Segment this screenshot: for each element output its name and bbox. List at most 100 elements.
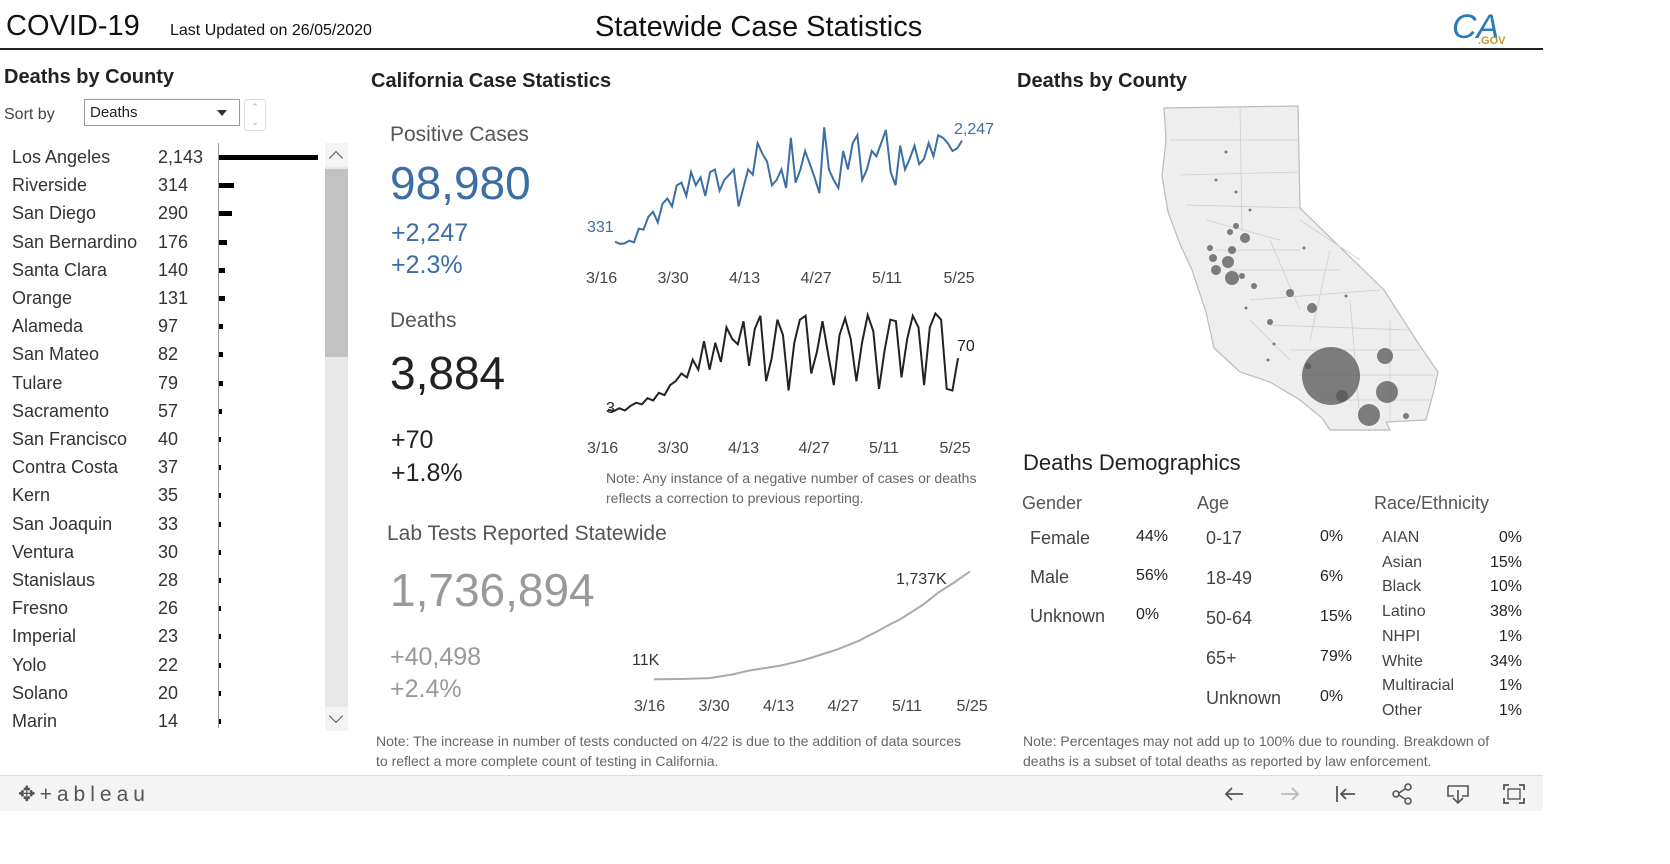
scrollbar-thumb[interactable]: [325, 169, 348, 357]
county-row[interactable]: Santa Clara 140: [0, 256, 325, 284]
county-row[interactable]: Tulare 79: [0, 369, 325, 397]
county-row[interactable]: San Diego 290: [0, 199, 325, 227]
stepper-down-icon[interactable]: ⌄: [251, 117, 259, 127]
bubble-yolo: [1227, 229, 1233, 235]
county-row[interactable]: Stanislaus 28: [0, 566, 325, 594]
county-death-count: 26: [158, 598, 179, 619]
gender-heading: Gender: [1022, 493, 1083, 513]
svg-text:.GOV: .GOV: [1478, 35, 1506, 46]
scroll-down-button[interactable]: [325, 707, 348, 731]
county-bar-axis: [218, 143, 219, 728]
x-axis-tick-label: 3/30: [658, 440, 689, 457]
bubble-contra-costa: [1228, 246, 1236, 254]
county-death-bar: [219, 437, 221, 442]
fullscreen-icon[interactable]: [1501, 782, 1527, 806]
positive-cases-line: [614, 127, 963, 245]
age-row-label: 0-17: [1206, 528, 1243, 548]
county-name: Tulare: [12, 372, 63, 393]
download-icon[interactable]: [1445, 782, 1471, 806]
county-death-bar: [219, 352, 223, 358]
county-row[interactable]: Orange 131: [0, 284, 325, 312]
county-row[interactable]: Alameda 97: [0, 312, 325, 340]
county-row[interactable]: Contra Costa 37: [0, 453, 325, 481]
tableau-logo[interactable]: ✥ +ableau: [18, 782, 150, 807]
county-death-count: 14: [158, 711, 179, 731]
x-axis-tick-label: 5/25: [957, 698, 988, 715]
page-title: Statewide Case Statistics: [595, 11, 923, 43]
race-row-label: Multiracial: [1382, 677, 1455, 695]
county-row[interactable]: San Mateo 82: [0, 340, 325, 368]
bubble-solano: [1233, 223, 1239, 229]
tableau-wordmark: +ableau: [39, 783, 150, 806]
county-row[interactable]: San Francisco 40: [0, 425, 325, 453]
county-borders: [1170, 105, 1435, 422]
x-axis-tick-label: 3/30: [658, 270, 689, 287]
county-death-count: 30: [158, 541, 179, 562]
x-axis-tick-label: 5/11: [872, 270, 902, 287]
county-name: Imperial: [12, 626, 77, 647]
race-row-label: Black: [1382, 578, 1422, 596]
county-death-bar: [219, 408, 222, 414]
demographics-note: Note: Percentages may not add up to 100%…: [1023, 733, 1490, 769]
race-row-label: White: [1382, 652, 1423, 670]
chevron-down-icon: [217, 110, 227, 116]
county-row[interactable]: Solano 20: [0, 679, 325, 707]
california-deaths-map[interactable]: [1150, 100, 1450, 440]
bubble-san-francisco: [1209, 254, 1217, 262]
county-row[interactable]: Ventura 30: [0, 538, 325, 566]
positive-cases-total: 98,980: [390, 157, 531, 209]
undo-icon[interactable]: [1221, 782, 1247, 806]
deaths-line: [607, 311, 959, 413]
ca-gov-logo[interactable]: CA .GOV: [1448, 4, 1510, 47]
county-death-bar: [219, 662, 221, 668]
share-icon[interactable]: [1389, 782, 1415, 806]
county-name: Marin: [12, 711, 58, 731]
california-outline: [1161, 105, 1439, 431]
bubble-ventura: [1305, 363, 1311, 369]
lab-tests-percent: +2.4%: [390, 675, 462, 703]
revert-icon[interactable]: [1333, 782, 1359, 806]
race-row-label: Asian: [1382, 553, 1423, 571]
county-row[interactable]: Marin 14: [0, 707, 325, 733]
county-row[interactable]: Yolo 22: [0, 651, 325, 679]
x-axis-tick-label: 3/16: [634, 698, 665, 715]
county-death-bar: [219, 549, 221, 555]
gender-row-label: Unknown: [1030, 606, 1106, 626]
county-row[interactable]: Sacramento 57: [0, 397, 325, 425]
county-row[interactable]: San Bernardino 176: [0, 228, 325, 256]
positive-cases-chart[interactable]: 331 2,247 3/16 3/30 4/13 4/27 5/11 5/25: [580, 110, 1000, 295]
deaths-start-label: 3: [606, 400, 615, 417]
sort-by-dropdown[interactable]: Deaths: [84, 99, 240, 126]
county-name: Riverside: [12, 175, 88, 196]
race-row-label: NHPI: [1382, 627, 1421, 645]
county-row[interactable]: Los Angeles 2,143: [0, 143, 325, 171]
county-name: Contra Costa: [12, 457, 119, 478]
race-heading: Race/Ethnicity: [1374, 493, 1490, 513]
county-name: San Bernardino: [12, 231, 138, 252]
county-row[interactable]: San Joaquin 33: [0, 510, 325, 538]
lab-tests-delta: +40,498: [390, 643, 482, 671]
deaths-chart[interactable]: 3 70 3/16 3/30 4/13 4/27 5/11 5/25: [580, 300, 1000, 460]
deaths-percent: +1.8%: [391, 459, 463, 487]
county-list-scrollbar[interactable]: [325, 143, 348, 731]
stepper-up-icon[interactable]: ⌃: [251, 102, 259, 112]
redo-icon[interactable]: [1277, 782, 1303, 806]
county-name: San Diego: [12, 203, 97, 224]
county-row[interactable]: Fresno 26: [0, 594, 325, 622]
county-row[interactable]: Riverside 314: [0, 171, 325, 199]
county-death-bar: [219, 634, 221, 640]
county-row[interactable]: Kern 35: [0, 481, 325, 509]
age-row-label: 50-64: [1206, 608, 1253, 628]
county-name: San Mateo: [12, 344, 100, 365]
county-death-count: 131: [158, 288, 189, 308]
county-row[interactable]: Imperial 23: [0, 622, 325, 650]
bubble-san-bernardino: [1377, 348, 1393, 364]
sort-order-stepper[interactable]: ⌃ ⌄: [244, 99, 266, 131]
x-axis-tick-label: 4/27: [828, 698, 859, 715]
county-name: Solano: [12, 682, 69, 703]
lab-tests-chart[interactable]: 11K 1,737K 3/16 3/30 4/13 4/27 5/11 5/25: [620, 560, 1000, 720]
scroll-up-button[interactable]: [325, 143, 348, 167]
bubble-stanislaus: [1251, 283, 1257, 289]
bubble-alameda: [1222, 256, 1234, 268]
county-death-list[interactable]: Los Angeles 2,143 Riverside 314 San Diego 290…: [0, 143, 325, 733]
